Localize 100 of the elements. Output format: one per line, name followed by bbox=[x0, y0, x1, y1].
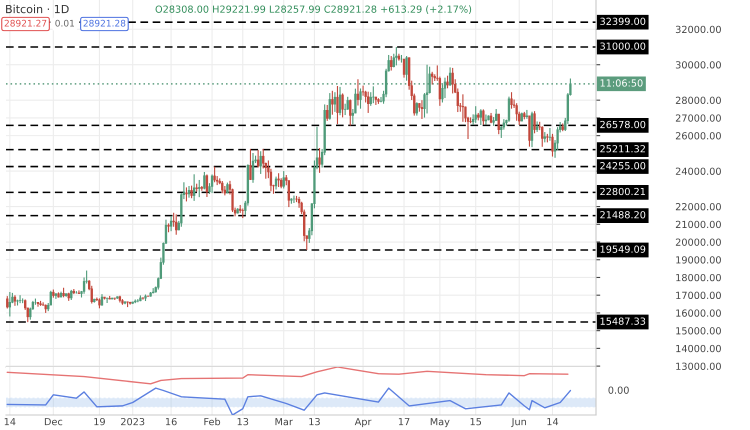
candlestick bbox=[213, 166, 216, 183]
candlestick bbox=[8, 291, 12, 318]
candlestick bbox=[190, 185, 193, 199]
annotation: 28921.28 bbox=[84, 20, 126, 27]
candlestick bbox=[420, 100, 424, 120]
candlestick bbox=[203, 171, 206, 190]
x-tick-label: Apr bbox=[354, 418, 372, 428]
candlestick bbox=[98, 298, 101, 309]
candlestick bbox=[482, 108, 485, 126]
y-tick-label: 24000.00 bbox=[676, 168, 721, 175]
candlestick bbox=[356, 78, 360, 106]
candlestick bbox=[334, 92, 336, 112]
y-tick-label: 21000.00 bbox=[676, 220, 721, 228]
y-tick-label: 13000.00 bbox=[676, 362, 721, 370]
x-tick-label: 19 bbox=[94, 418, 105, 426]
ref-line-label: 22800.21 bbox=[600, 188, 646, 196]
x-tick-label: 2023 bbox=[121, 418, 144, 426]
y-tick-label: 16000.00 bbox=[676, 309, 721, 317]
ref-line-label: 32399.00 bbox=[600, 18, 646, 25]
candlestick bbox=[331, 90, 334, 116]
x-tick-label: 14 bbox=[547, 418, 558, 426]
candlestick bbox=[349, 98, 352, 126]
candlestick bbox=[390, 55, 392, 72]
x-tick-label: Jun bbox=[511, 418, 526, 428]
candlestick bbox=[326, 104, 328, 122]
candlestick bbox=[548, 127, 552, 142]
candlestick bbox=[462, 94, 464, 122]
ref-line-label: 21488.20 bbox=[600, 211, 646, 218]
candlestick bbox=[242, 208, 244, 219]
annotation: 0.01 bbox=[55, 20, 74, 27]
y-tick-label: 22000.00 bbox=[676, 203, 721, 210]
ref-line-label: 24255.00 bbox=[600, 162, 646, 170]
y-tick-label: 20000.00 bbox=[676, 238, 721, 246]
candlestick bbox=[6, 296, 8, 310]
candlestick bbox=[221, 180, 224, 194]
ref-line-label: 26578.00 bbox=[600, 120, 646, 128]
y-tick-label: 19000.00 bbox=[676, 256, 721, 264]
x-tick-label: May bbox=[430, 418, 450, 428]
candlestick bbox=[170, 215, 172, 232]
ref-line-label: 15487.33 bbox=[600, 317, 646, 325]
x-tick-label: 16 bbox=[166, 418, 177, 426]
candlestick bbox=[188, 185, 190, 198]
y-tick-label: 14000.00 bbox=[676, 344, 721, 352]
candlestick bbox=[341, 92, 344, 118]
chart-subtitle: O28308.00 H29221.99 L28257.99 C28921.28 +613.29 (+2.17%) bbox=[156, 5, 472, 14]
y-tick-label: 18000.00 bbox=[676, 274, 721, 282]
candlestick bbox=[338, 86, 342, 116]
candlestick bbox=[498, 113, 500, 135]
candlestick bbox=[192, 174, 196, 202]
candlestick bbox=[260, 150, 262, 174]
x-tick-label: Mar bbox=[276, 418, 293, 426]
candlestick bbox=[541, 126, 544, 148]
candlestick bbox=[62, 287, 65, 298]
candlestick bbox=[224, 185, 226, 196]
x-tick-label: 15 bbox=[470, 418, 482, 426]
candlestick bbox=[451, 67, 454, 94]
candlestick bbox=[198, 179, 200, 198]
text: 0.00 bbox=[608, 386, 629, 394]
candlestick bbox=[249, 148, 252, 181]
x-tick-label: 13 bbox=[238, 418, 248, 426]
x-tick-label: 17 bbox=[398, 418, 410, 426]
candlestick bbox=[14, 294, 16, 306]
ref-line-label: 31000.00 bbox=[600, 42, 646, 50]
candlestick bbox=[372, 86, 374, 104]
candlestick bbox=[395, 46, 398, 66]
candlestick bbox=[515, 102, 518, 122]
candlestick bbox=[474, 106, 477, 124]
candlestick bbox=[282, 170, 285, 190]
x-tick-label: 14 bbox=[4, 418, 16, 426]
candlestick bbox=[206, 174, 208, 198]
candlestick bbox=[533, 110, 536, 134]
y-tick-label: 17000.00 bbox=[676, 292, 721, 300]
candlestick bbox=[274, 176, 278, 190]
y-tick-label: 32000.00 bbox=[676, 26, 721, 34]
candlestick bbox=[510, 92, 513, 110]
candlestick bbox=[114, 297, 116, 301]
candlestick bbox=[431, 71, 434, 86]
candlestick bbox=[367, 91, 370, 114]
candlestick bbox=[210, 174, 214, 194]
candlestick bbox=[405, 55, 408, 82]
candlestick bbox=[175, 214, 178, 236]
candlestick bbox=[226, 182, 229, 194]
candlestick bbox=[256, 149, 260, 168]
y-tick-label: 15000.00 bbox=[676, 327, 721, 334]
candlestick bbox=[536, 120, 538, 132]
candlestick bbox=[185, 186, 188, 202]
y-tick-label: 26000.00 bbox=[676, 132, 721, 140]
candlestick bbox=[484, 114, 488, 126]
chart-title: Bitcoin · 1D bbox=[6, 4, 69, 14]
annotation: 28921.27 bbox=[4, 20, 46, 27]
x-tick-label: Feb bbox=[204, 418, 220, 426]
x-tick-label: 13 bbox=[309, 418, 320, 426]
y-tick-label: 27000.00 bbox=[676, 114, 721, 122]
y-tick-label: 28000.00 bbox=[676, 96, 721, 104]
candlestick bbox=[544, 132, 546, 143]
candlestick bbox=[70, 289, 72, 301]
x-tick-label: Dec bbox=[44, 418, 62, 426]
candlestick bbox=[277, 172, 280, 188]
y-tick-label: 30000.00 bbox=[676, 61, 721, 69]
candlestick bbox=[448, 66, 452, 86]
